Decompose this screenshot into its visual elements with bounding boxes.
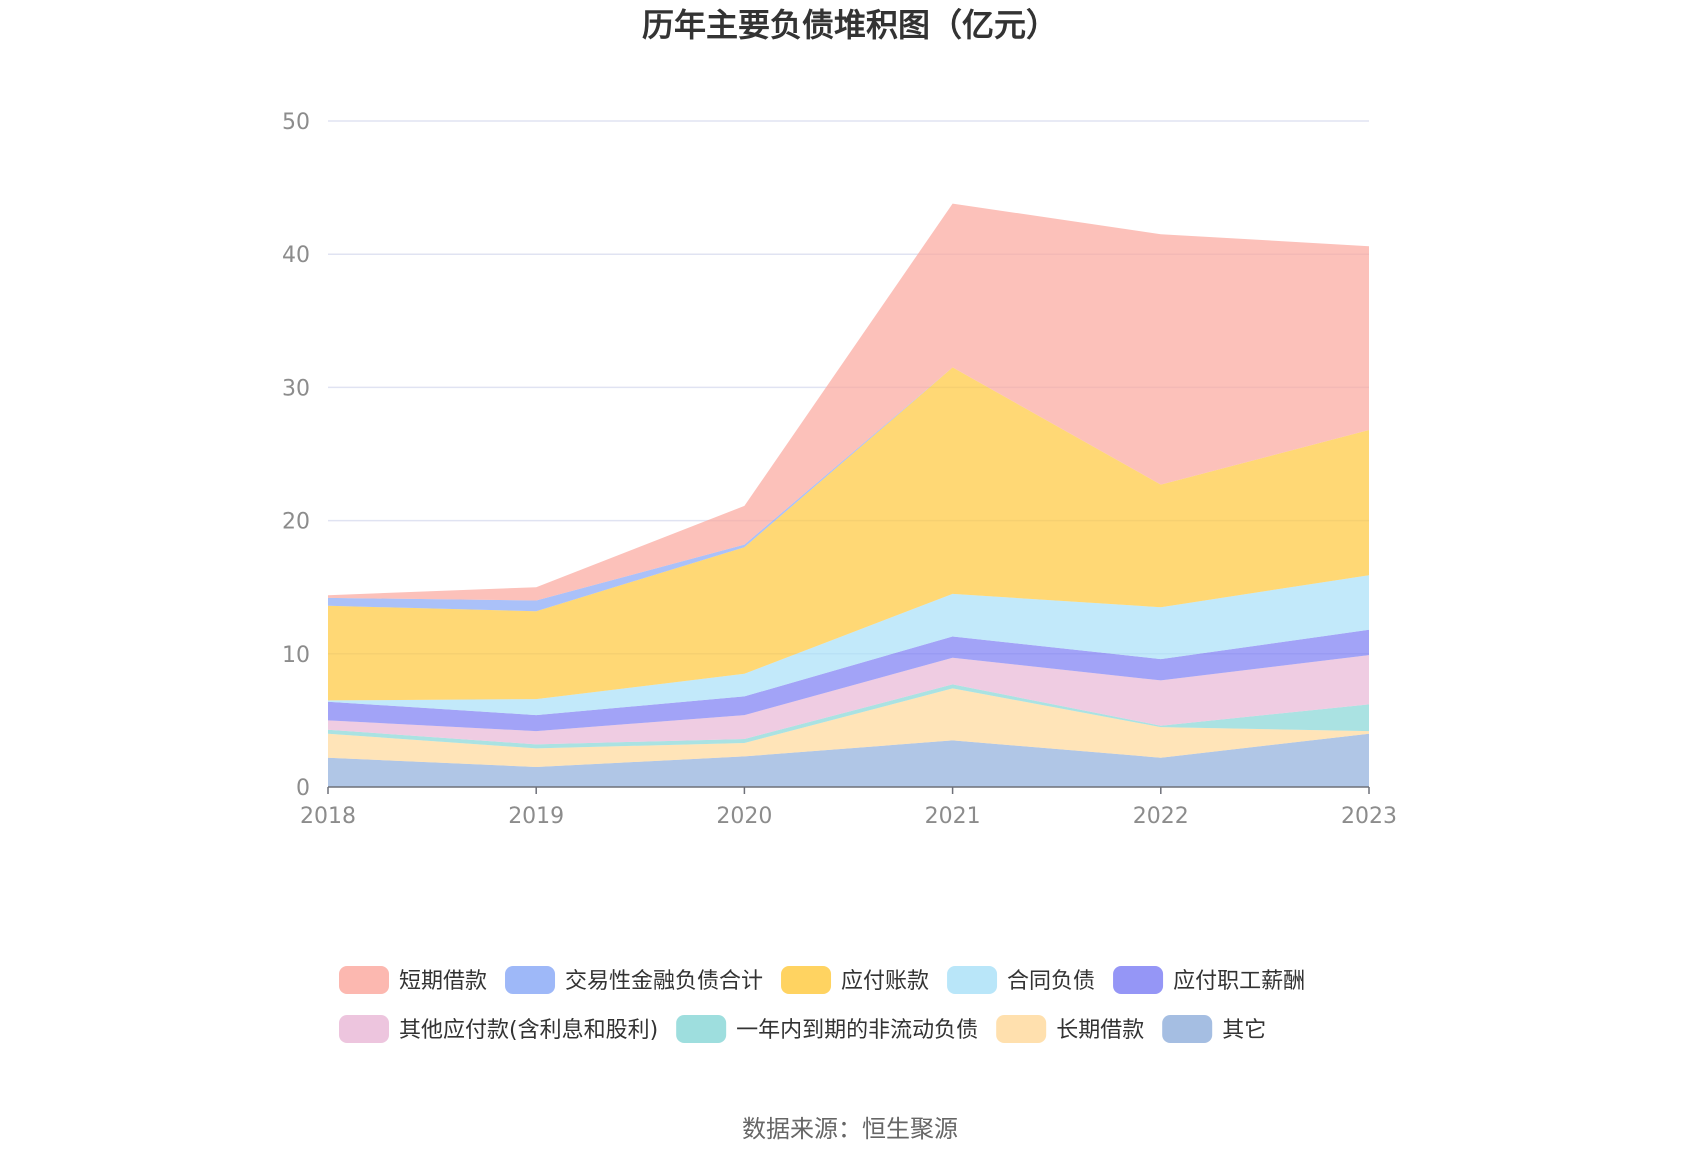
x-tick-label: 2022 xyxy=(1133,804,1189,829)
legend-swatch xyxy=(1162,1015,1213,1043)
legend-label: 一年内到期的非流动负债 xyxy=(736,1018,978,1043)
legend-label: 交易性金融负债合计 xyxy=(565,969,763,994)
y-tick-label: 30 xyxy=(282,376,310,401)
legend-swatch xyxy=(505,966,556,994)
area-series-0 xyxy=(328,733,1369,787)
legend-item[interactable]: 应付账款 xyxy=(781,966,929,994)
legend-label: 其他应付款(含利息和股利) xyxy=(399,1018,658,1043)
area-series-5 xyxy=(328,575,1369,716)
area-series-group xyxy=(328,203,1369,787)
legend-label: 短期借款 xyxy=(399,969,487,994)
legend-item[interactable]: 其他应付款(含利息和股利) xyxy=(339,1015,658,1043)
y-tick-label: 0 xyxy=(296,776,310,801)
y-tick-label: 10 xyxy=(282,643,310,668)
y-tick-label: 50 xyxy=(282,110,310,135)
x-tick-label: 2020 xyxy=(716,804,772,829)
legend-label: 合同负债 xyxy=(1007,969,1095,994)
legend-swatch xyxy=(676,1015,727,1043)
legend-swatch xyxy=(996,1015,1047,1043)
area-series-1 xyxy=(328,688,1369,767)
legend-swatch xyxy=(339,966,389,994)
legend: 短期借款 交易性金融负债合计 应付账款 合同负债 应付职工薪酬其他应付款(含利息和股利)… xyxy=(339,966,1305,1043)
x-tick-label: 2021 xyxy=(925,804,981,829)
legend-item[interactable]: 一年内到期的非流动负债 xyxy=(676,1015,978,1043)
legend-item[interactable]: 其它 xyxy=(1162,1015,1266,1043)
legend-swatch xyxy=(1113,966,1164,994)
x-tick-label: 2018 xyxy=(300,804,356,829)
legend-item[interactable]: 短期借款 xyxy=(339,966,487,994)
legend-swatch xyxy=(339,1015,389,1043)
x-tick-label: 2023 xyxy=(1341,804,1397,829)
axes: 0 10 20 30 40 50 2018 2019 2020 2021 2022 2023 xyxy=(282,110,1397,829)
legend-label: 应付账款 xyxy=(841,969,929,994)
legend-item[interactable]: 交易性金融负债合计 xyxy=(505,966,763,994)
y-tick-label: 40 xyxy=(282,243,310,268)
x-tick-label: 2019 xyxy=(508,804,564,829)
legend-item[interactable]: 应付职工薪酬 xyxy=(1113,966,1305,994)
y-tick-label: 20 xyxy=(282,510,310,535)
area-series-8 xyxy=(328,203,1369,601)
legend-label: 应付职工薪酬 xyxy=(1173,969,1305,994)
legend-swatch xyxy=(947,966,998,994)
legend-item[interactable]: 合同负债 xyxy=(947,966,1095,994)
data-source-note: 数据来源：恒生聚源 xyxy=(742,1115,958,1143)
legend-item[interactable]: 长期借款 xyxy=(996,1015,1144,1043)
legend-label: 其它 xyxy=(1222,1018,1266,1043)
area-series-6 xyxy=(328,367,1369,701)
legend-label: 长期借款 xyxy=(1056,1018,1144,1043)
chart-title: 历年主要负债堆积图（亿元） xyxy=(642,6,1058,44)
area-series-3 xyxy=(328,655,1369,745)
area-series-4 xyxy=(328,629,1369,732)
legend-swatch xyxy=(781,966,832,994)
